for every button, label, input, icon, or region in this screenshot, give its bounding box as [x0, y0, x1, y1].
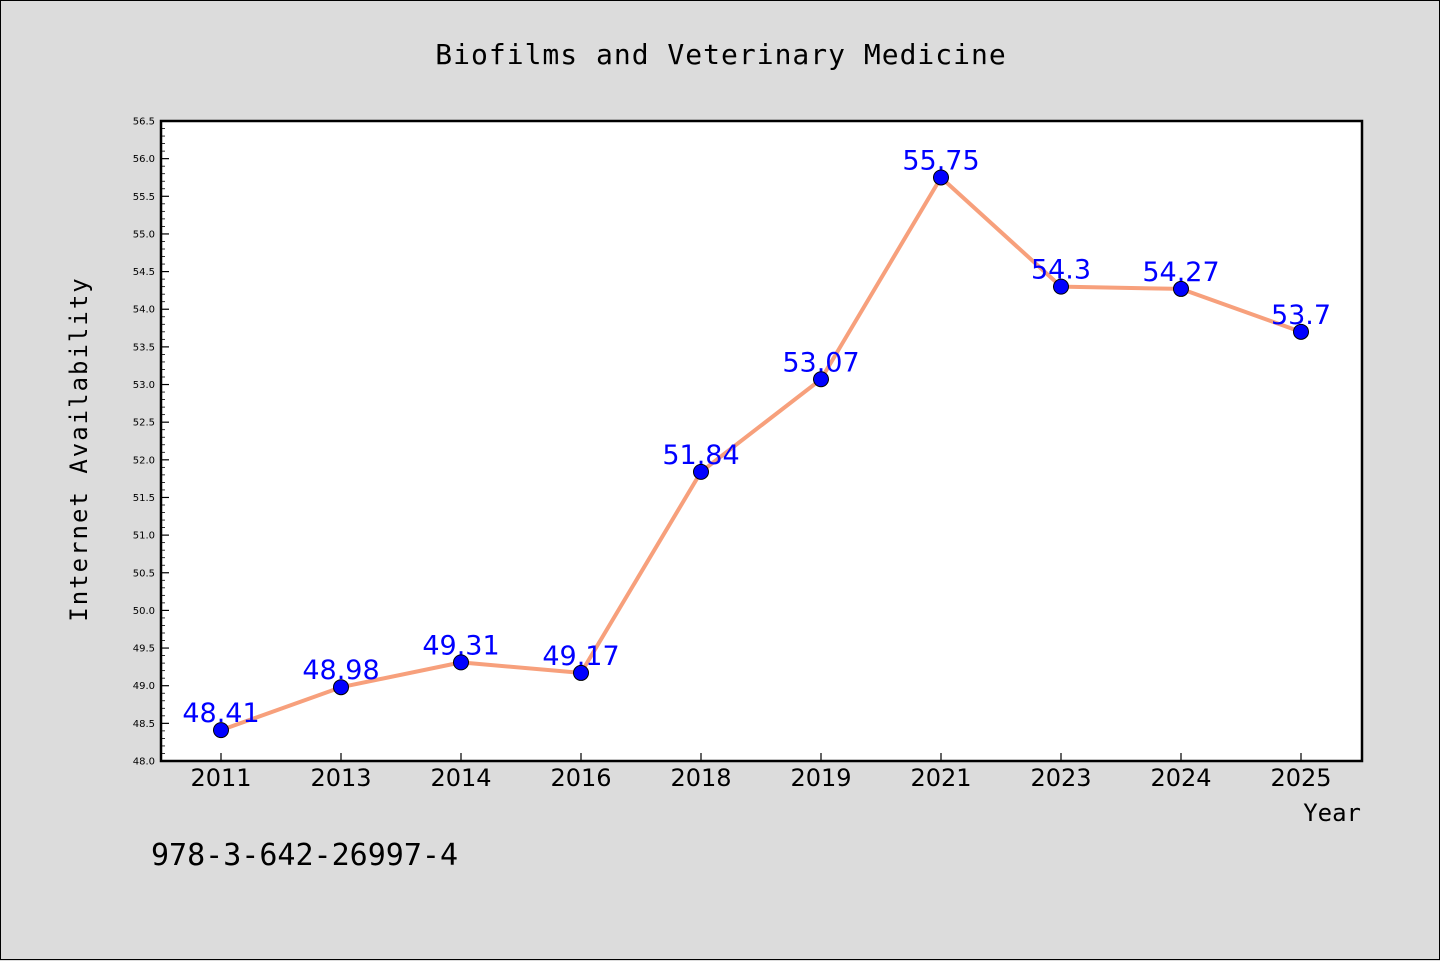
- annotation-text: 978-3-642-26997-4: [151, 838, 458, 873]
- data-label: 54.3: [1031, 255, 1091, 286]
- data-point: [1173, 280, 1189, 297]
- y-tick-label: 56.5: [133, 117, 155, 128]
- data-label: 55.75: [902, 145, 979, 176]
- data-label: 48.98: [302, 655, 379, 686]
- data-label: 53.7: [1271, 300, 1331, 331]
- data-point: [693, 463, 709, 480]
- series-line: [220, 175, 1302, 733]
- data-label: 54.27: [1142, 257, 1219, 288]
- x-tick-label: 2024: [1150, 764, 1211, 792]
- y-tick-label: 56.0: [133, 154, 155, 165]
- y-tick-label: 52.0: [133, 455, 155, 466]
- y-tick-label: 50.0: [133, 606, 155, 617]
- data-label: 51.84: [662, 440, 739, 471]
- data-label: 49.17: [542, 641, 619, 672]
- data-point: [573, 664, 589, 681]
- data-point: [933, 169, 949, 186]
- data-label: 49.31: [422, 630, 499, 661]
- y-axis-label: Internet Availability: [65, 276, 93, 621]
- plot-area: [159, 119, 1364, 763]
- y-tick-label: 51.0: [133, 531, 155, 542]
- x-tick-label: 2013: [310, 764, 371, 792]
- x-tick-label: 2011: [190, 764, 251, 792]
- x-axis: 2011 2013 2014 2016 2018 2019 2021 2023 2024 2025: [190, 753, 1332, 792]
- y-tick-label: 55.0: [133, 229, 155, 240]
- data-label: 48.41: [182, 698, 259, 729]
- y-tick-label: 52.5: [133, 418, 155, 429]
- y-axis: 48.0 48.5 49.0 49.5 50.0 50.5 51.0 51.5 52.0 52.5…: [133, 117, 169, 768]
- data-point: [1053, 278, 1069, 295]
- x-tick-label: 2019: [790, 764, 851, 792]
- chart-title: Biofilms and Veterinary Medicine: [435, 38, 1006, 71]
- y-tick-label: 48.0: [133, 757, 155, 768]
- data-point: [333, 679, 349, 696]
- x-tick-label: 2025: [1270, 764, 1331, 792]
- y-tick-label: 55.5: [133, 192, 155, 203]
- x-tick-label: 2021: [910, 764, 971, 792]
- x-tick-label: 2018: [670, 764, 731, 792]
- data-point: [453, 654, 469, 671]
- y-tick-label: 53.0: [133, 380, 155, 391]
- series-layer: 48.41 48.98 49.31 49.17 51.84 53.07 55.75 54.3 5…: [182, 145, 1331, 739]
- y-tick-label: 53.5: [133, 342, 155, 353]
- y-tick-label: 49.0: [133, 681, 155, 692]
- y-tick-label: 54.5: [133, 267, 155, 278]
- y-tick-label: 50.5: [133, 568, 155, 579]
- x-tick-label: 2016: [550, 764, 611, 792]
- x-tick-label: 2023: [1030, 764, 1091, 792]
- x-tick-label: 2014: [430, 764, 491, 792]
- x-axis-label: Year: [1303, 799, 1361, 827]
- data-label: 53.07: [782, 347, 859, 378]
- y-tick-label: 54.0: [133, 305, 155, 316]
- data-point: [813, 371, 829, 388]
- y-tick-label: 49.5: [133, 644, 155, 655]
- data-point: [213, 722, 229, 739]
- data-point: [1293, 323, 1309, 340]
- y-tick-label: 48.5: [133, 719, 155, 730]
- y-tick-label: 51.5: [133, 493, 155, 504]
